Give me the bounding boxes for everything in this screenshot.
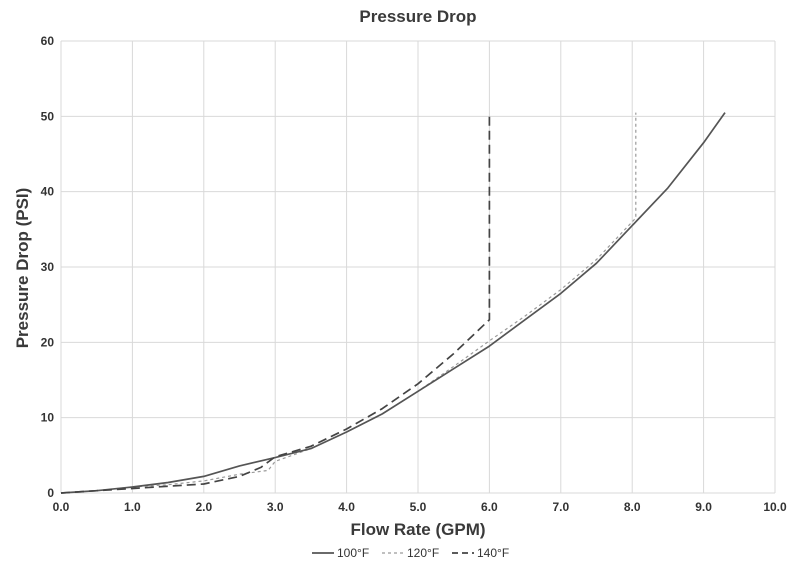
x-tick-label: 7.0 xyxy=(552,500,569,514)
x-tick-label: 3.0 xyxy=(267,500,284,514)
y-tick-label: 0 xyxy=(47,486,54,500)
y-tick-label: 10 xyxy=(41,411,55,425)
series-line-100f xyxy=(61,113,725,493)
y-tick-label: 50 xyxy=(41,109,55,123)
x-tick-label: 8.0 xyxy=(624,500,641,514)
x-tick-label: 0.0 xyxy=(53,500,70,514)
x-tick-label: 4.0 xyxy=(338,500,355,514)
x-tick-label: 9.0 xyxy=(695,500,712,514)
pressure-drop-chart: Pressure Drop 0.0 1.0 2.0 3.0 4.0 5.0 6.0 7.0 8.… xyxy=(0,0,794,570)
legend-label: 120°F xyxy=(407,546,439,560)
y-tick-label: 20 xyxy=(41,335,55,349)
series-line-120f xyxy=(61,113,636,493)
chart-title: Pressure Drop xyxy=(359,7,476,26)
series-lines xyxy=(61,113,725,493)
x-tick-label: 1.0 xyxy=(124,500,141,514)
legend-label: 100°F xyxy=(337,546,369,560)
grid xyxy=(61,41,775,493)
tick-labels: 0.0 1.0 2.0 3.0 4.0 5.0 6.0 7.0 8.0 9.0 10.0 0 10 20 3… xyxy=(41,34,787,514)
x-axis-label: Flow Rate (GPM) xyxy=(350,520,485,539)
x-tick-label: 5.0 xyxy=(410,500,427,514)
x-tick-label: 10.0 xyxy=(763,500,787,514)
y-tick-label: 30 xyxy=(41,260,55,274)
y-axis-label: Pressure Drop (PSI) xyxy=(13,188,32,349)
y-tick-label: 40 xyxy=(41,185,55,199)
x-tick-label: 6.0 xyxy=(481,500,498,514)
x-tick-label: 2.0 xyxy=(195,500,212,514)
y-tick-label: 60 xyxy=(41,34,55,48)
legend: 100°F 120°F 140°F xyxy=(312,546,509,560)
legend-label: 140°F xyxy=(477,546,509,560)
